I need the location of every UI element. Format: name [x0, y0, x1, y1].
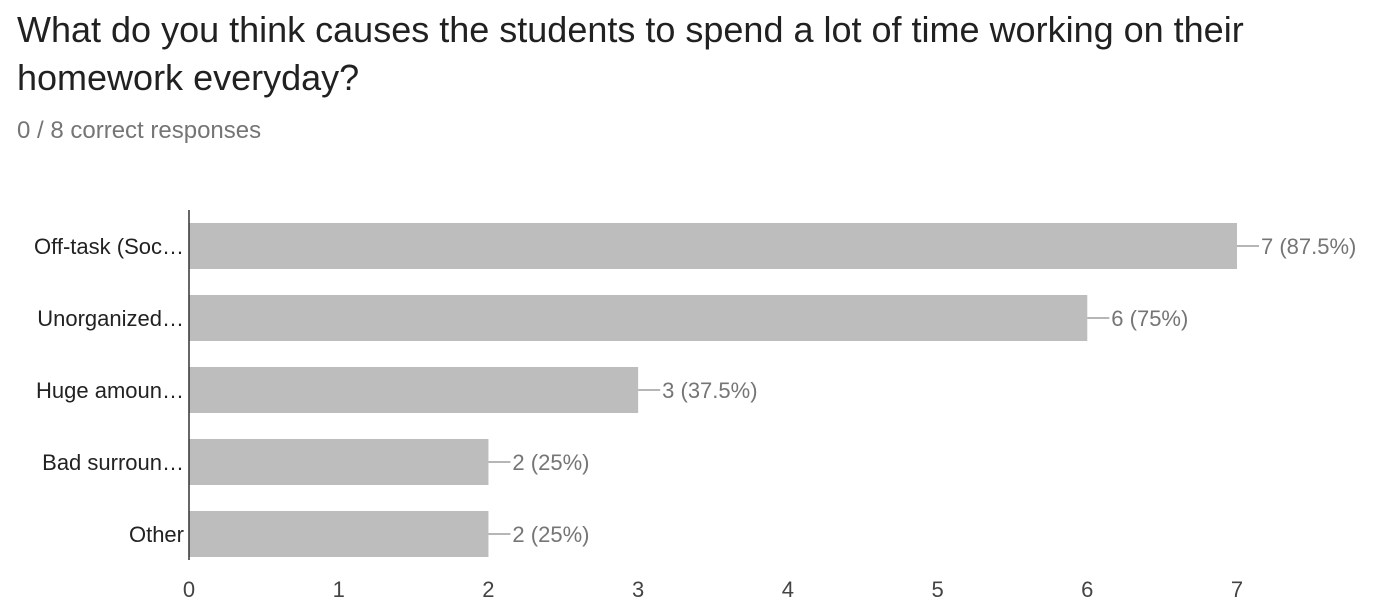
- x-axis-ticks: 0 1 2 3 4 5 6 7: [183, 577, 1243, 602]
- x-tick-label: 2: [482, 577, 494, 602]
- data-label: 2 (25%): [512, 450, 589, 475]
- category-label: Huge amoun…: [36, 378, 184, 403]
- x-tick-label: 3: [632, 577, 644, 602]
- data-label: 2 (25%): [512, 522, 589, 547]
- x-tick-label: 6: [1081, 577, 1093, 602]
- bar: [189, 295, 1088, 341]
- category-label: Unorganized…: [37, 306, 184, 331]
- bars-layer: 7 (87.5%) 6 (75%) 3 (37.5%) 2 (25%) 2 (25%): [189, 223, 1356, 557]
- x-tick-label: 0: [183, 577, 195, 602]
- category-labels: Off-task (Soc… Unorganized… Huge amoun… Bad…: [34, 234, 184, 547]
- bar: [189, 223, 1237, 269]
- bar: [189, 367, 639, 413]
- category-label: Other: [129, 522, 184, 547]
- x-tick-label: 1: [333, 577, 345, 602]
- x-tick-label: 4: [782, 577, 794, 602]
- correct-responses-count: 0 / 8 correct responses: [17, 117, 262, 144]
- question-title: What do you think causes the students to…: [17, 9, 1244, 98]
- data-label: 3 (37.5%): [662, 378, 757, 403]
- x-tick-label: 5: [931, 577, 943, 602]
- category-label: Off-task (Soc…: [34, 234, 184, 259]
- bar: [189, 439, 489, 485]
- data-label: 6 (75%): [1111, 306, 1188, 331]
- category-label: Bad surroun…: [42, 450, 184, 475]
- bar: [189, 511, 489, 557]
- data-label: 7 (87.5%): [1261, 234, 1356, 259]
- x-tick-label: 7: [1231, 577, 1243, 602]
